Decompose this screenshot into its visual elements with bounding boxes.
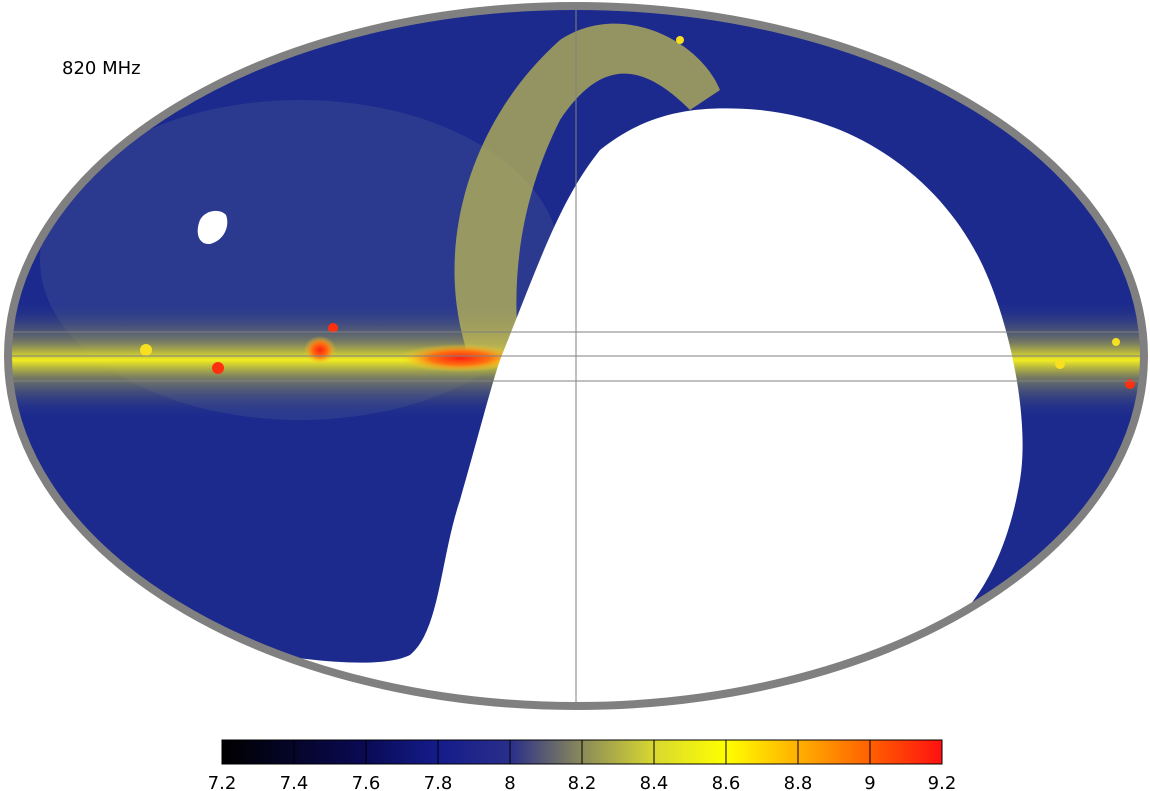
colorbar-tick-label: 7.2 — [208, 773, 237, 791]
colorbar-tick-label: 7.6 — [352, 773, 381, 791]
colorbar-tick-label: 7.4 — [280, 773, 309, 791]
graticule — [8, 6, 1144, 706]
colorbar-tick-label: 7.8 — [424, 773, 453, 791]
colorbar-tick-label: 8.6 — [712, 773, 741, 791]
colorbar: 7.2 7.4 7.6 7.8 8 8.2 8.4 8.6 8.8 9 9.2 — [208, 739, 957, 791]
colorbar-tick-label: 8.4 — [640, 773, 669, 791]
colorbar-tick-label: 8.2 — [568, 773, 597, 791]
colorbar-tick-label: 9.2 — [928, 773, 957, 791]
colorbar-tick-label: 9 — [864, 773, 875, 791]
colorbar-tick-label: 8 — [504, 773, 515, 791]
colorbar-tick-label: 8.8 — [784, 773, 813, 791]
map-title: 820 MHz — [62, 58, 141, 79]
